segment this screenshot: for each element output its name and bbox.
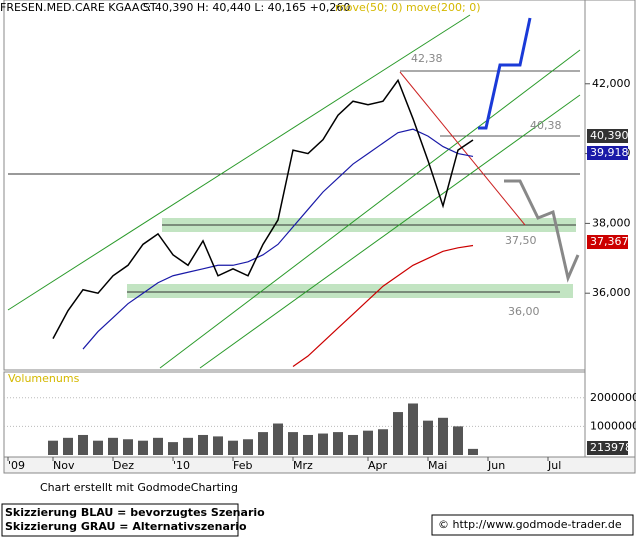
price-panel bbox=[3, 0, 586, 371]
volume-bar bbox=[423, 420, 433, 455]
last-ma200-box bbox=[587, 235, 628, 249]
volume-bar bbox=[63, 437, 73, 455]
volume-label: Volumenums bbox=[8, 372, 80, 385]
volume-bar bbox=[303, 434, 313, 455]
last-ma200: 37,367 bbox=[590, 235, 629, 248]
legend: move(50; 0) move(200; 0) bbox=[335, 1, 481, 14]
y-tick-label: 2000000 bbox=[590, 391, 636, 404]
volume-bar bbox=[393, 412, 403, 455]
legend-entry: move(200; 0) bbox=[406, 1, 481, 14]
x-tick-label: '10 bbox=[173, 459, 190, 472]
scenario-blue bbox=[478, 17, 532, 130]
trend-line bbox=[7, 14, 471, 311]
volume-bar bbox=[48, 440, 58, 455]
volume-bar bbox=[108, 437, 118, 455]
x-tick-label: Feb bbox=[233, 459, 252, 472]
volume-bar bbox=[213, 436, 223, 455]
volume-bar bbox=[153, 437, 163, 455]
volume-bar bbox=[408, 403, 418, 455]
volume-bar bbox=[93, 440, 103, 455]
last-ma50: 39,918 bbox=[590, 146, 629, 159]
quote: C: 40,390 H: 40,440 L: 40,165 +0,260 bbox=[140, 1, 350, 14]
url-box bbox=[431, 514, 634, 536]
url: © http://www.godmode-trader.de bbox=[438, 518, 622, 531]
volume-bar bbox=[183, 437, 193, 455]
legend-entry: move(50; 0) bbox=[335, 1, 403, 14]
chart-title: FRESEN.MED.CARE KGAA ST bbox=[0, 1, 157, 14]
volume-bar bbox=[468, 448, 478, 455]
x-tick-label: Dez bbox=[113, 459, 134, 472]
volume-bar bbox=[198, 434, 208, 455]
volume-bar bbox=[348, 434, 358, 455]
volume-bar bbox=[453, 426, 463, 455]
x-tick-label: Jun bbox=[487, 459, 505, 472]
x-tick-label: Apr bbox=[368, 459, 388, 472]
last-close-box bbox=[587, 129, 628, 143]
last-close: 40,390 bbox=[590, 129, 629, 142]
note: Skizzierung BLAU = bevorzugtes Szenario bbox=[5, 506, 265, 519]
volume-bar bbox=[243, 439, 253, 455]
x-tick-label: '09 bbox=[8, 459, 25, 472]
note-box bbox=[1, 503, 239, 537]
x-tick-label: Mai bbox=[428, 459, 447, 472]
last-volume-box bbox=[587, 441, 628, 455]
volume-bar bbox=[258, 432, 268, 455]
price-line bbox=[52, 78, 474, 339]
volume-bar bbox=[363, 430, 373, 455]
volume-bar bbox=[273, 423, 283, 455]
trend-line bbox=[199, 94, 581, 369]
support-zone bbox=[127, 284, 573, 298]
volume-bar bbox=[288, 432, 298, 455]
ma-line bbox=[292, 244, 474, 368]
y-tick-label: 1000000 bbox=[590, 419, 636, 432]
annotation: 36,00 bbox=[508, 305, 540, 318]
volume-bar bbox=[438, 417, 448, 455]
volume-bar bbox=[123, 439, 133, 455]
ma-line bbox=[82, 128, 474, 350]
volume-bar bbox=[168, 442, 178, 455]
y-tick-label: 36,000 bbox=[592, 286, 631, 299]
volume-bar bbox=[78, 434, 88, 455]
y-tick-label: 38,000 bbox=[592, 216, 631, 229]
annotation: 37,50 bbox=[505, 234, 537, 247]
x-tick-label: Jul bbox=[547, 459, 561, 472]
last-ma50-box bbox=[587, 146, 628, 160]
x-tick-label: Nov bbox=[53, 459, 75, 472]
y-tick-label: 42,000 bbox=[592, 77, 631, 90]
last-volume: 213978 bbox=[590, 441, 632, 454]
x-tick-label: Mrz bbox=[293, 459, 313, 472]
volume-bar bbox=[228, 440, 238, 455]
downtrend-line bbox=[399, 71, 526, 226]
scenario-gray bbox=[504, 179, 580, 283]
volume-bar bbox=[318, 433, 328, 455]
volume-bar bbox=[138, 440, 148, 455]
trend-line bbox=[159, 49, 581, 369]
note: Skizzierung GRAU = Alternativszenario bbox=[5, 520, 247, 533]
annotation: 42,38 bbox=[411, 52, 443, 65]
x-axis-strip bbox=[3, 456, 636, 474]
volume-bar bbox=[333, 432, 343, 455]
annotation: 40,38 bbox=[530, 119, 562, 132]
credit: Chart erstellt mit GodmodeCharting bbox=[40, 481, 238, 494]
volume-bar bbox=[378, 429, 388, 455]
